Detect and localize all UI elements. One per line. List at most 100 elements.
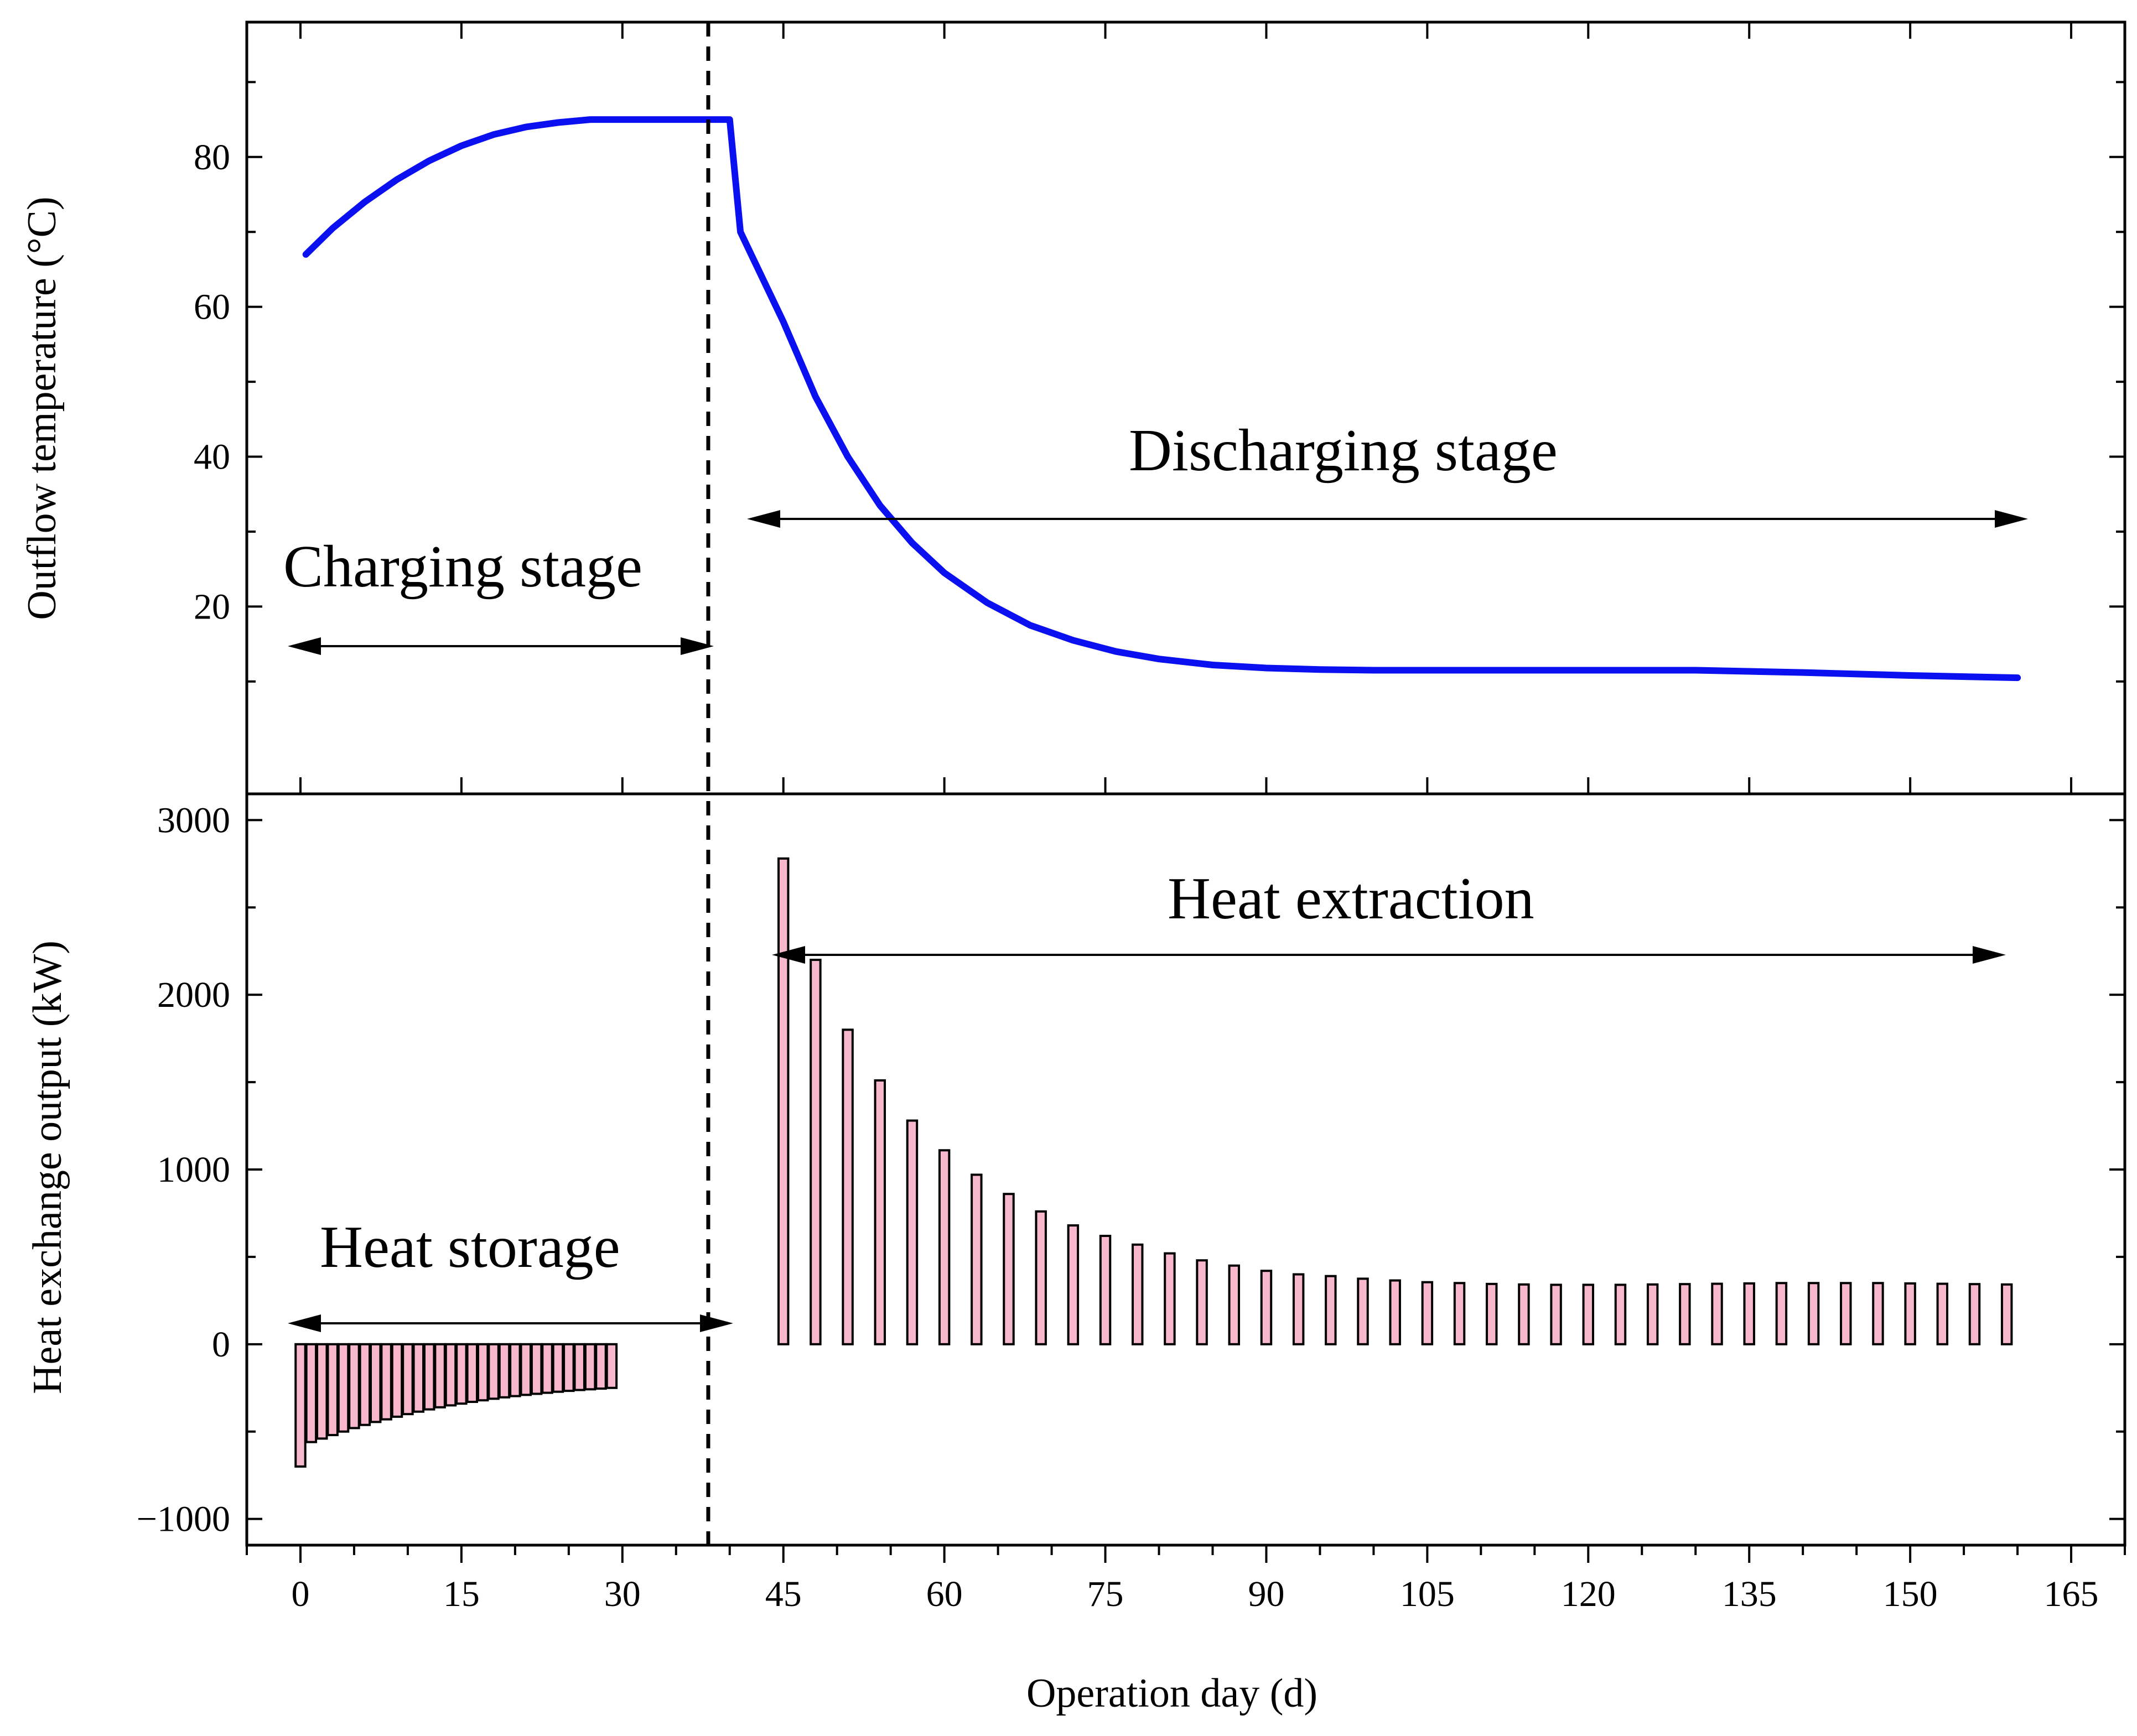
top-y-axis-title: Outflow temperature (°C) xyxy=(19,196,65,620)
storage-bar xyxy=(573,1343,585,1391)
x-tick-label: 0 xyxy=(291,1574,309,1614)
extraction-bar xyxy=(1099,1235,1112,1345)
top-y-ticks: 20 40 60 80 xyxy=(194,81,2125,683)
storage-bar xyxy=(423,1343,435,1411)
extraction-bar xyxy=(1968,1283,1981,1345)
x-tick-label: 165 xyxy=(2044,1574,2099,1614)
extraction-bar xyxy=(1550,1283,1562,1345)
x-tick-label: 135 xyxy=(1722,1574,1777,1614)
extraction-bar xyxy=(1067,1224,1080,1345)
x-tick-label: 120 xyxy=(1561,1574,1616,1614)
extraction-bar xyxy=(1904,1282,1916,1345)
extraction-bar xyxy=(1614,1283,1627,1345)
storage-bar xyxy=(541,1343,553,1394)
bottom-y-axis-title: Heat exchange output (kW) xyxy=(25,940,70,1394)
x-tick-label: 75 xyxy=(1087,1574,1124,1614)
discharging-stage-arrow xyxy=(747,510,2028,528)
top-y-tick-label: 20 xyxy=(194,586,230,627)
storage-bar xyxy=(487,1343,500,1400)
extraction-bar xyxy=(1453,1282,1466,1345)
bottom-y-tick-label: 0 xyxy=(212,1324,230,1365)
top-y-tick-label: 60 xyxy=(194,287,230,328)
extraction-bar xyxy=(1807,1282,1820,1345)
extraction-bar xyxy=(1228,1264,1241,1345)
bottom-y-tick-label: 3000 xyxy=(157,800,230,840)
x-axis-title: Operation day (d) xyxy=(1026,1671,1318,1716)
x-axis-ticks: 0 15 30 45 60 75 90 105 120 135 150 165 xyxy=(246,22,2126,1614)
storage-bar xyxy=(412,1343,425,1413)
bottom-y-ticks: −1000 0 1000 2000 3000 xyxy=(137,800,2125,1540)
x-tick-label: 30 xyxy=(604,1574,641,1614)
x-tick-label: 60 xyxy=(926,1574,963,1614)
extraction-bar xyxy=(1357,1277,1369,1345)
storage-bar xyxy=(455,1343,468,1405)
extraction-bar xyxy=(1582,1283,1595,1345)
extraction-bar xyxy=(1421,1281,1434,1345)
storage-bar xyxy=(434,1343,446,1408)
extraction-bar xyxy=(1325,1275,1337,1345)
bottom-y-tick-label: −1000 xyxy=(137,1499,230,1540)
extraction-bar xyxy=(1389,1279,1401,1345)
storage-bar xyxy=(391,1343,403,1418)
storage-bar xyxy=(359,1343,371,1426)
storage-bar xyxy=(348,1343,360,1430)
storage-bar xyxy=(509,1343,521,1397)
extraction-bar xyxy=(971,1173,983,1345)
extraction-bar xyxy=(1486,1282,1498,1345)
heat-storage-arrow xyxy=(288,1314,733,1332)
x-tick-label: 150 xyxy=(1883,1574,1938,1614)
extraction-bar xyxy=(1679,1283,1691,1345)
bottom-y-tick-label: 1000 xyxy=(157,1150,230,1190)
extraction-bar xyxy=(1035,1210,1047,1345)
x-tick-label: 90 xyxy=(1248,1574,1284,1614)
charging-stage-label: Charging stage xyxy=(283,534,642,600)
storage-bar xyxy=(520,1343,532,1396)
storage-bar xyxy=(380,1343,392,1421)
extraction-bar xyxy=(1743,1282,1755,1345)
extraction-bar xyxy=(2000,1283,2013,1345)
top-y-tick-label: 40 xyxy=(194,437,230,477)
storage-bar xyxy=(605,1343,618,1389)
storage-bar xyxy=(444,1343,457,1407)
extraction-bar xyxy=(906,1119,919,1345)
heat-storage-bars xyxy=(294,1343,618,1468)
extraction-bar xyxy=(810,959,822,1345)
storage-bar xyxy=(294,1343,307,1468)
extraction-bar xyxy=(1518,1283,1530,1345)
extraction-bar xyxy=(1711,1282,1723,1345)
extraction-bar xyxy=(1260,1270,1273,1345)
extraction-bar xyxy=(1003,1193,1015,1345)
extraction-bar xyxy=(777,857,790,1345)
extraction-bar xyxy=(1840,1282,1852,1345)
storage-bar xyxy=(584,1343,597,1391)
extraction-bar xyxy=(1646,1283,1659,1345)
charging-stage-arrow xyxy=(288,637,714,655)
discharging-stage-label: Discharging stage xyxy=(1129,418,1558,484)
storage-bar xyxy=(563,1343,575,1392)
storage-bar xyxy=(305,1343,318,1443)
extraction-bar xyxy=(1131,1243,1144,1345)
extraction-bar xyxy=(1164,1252,1176,1345)
outflow-temperature-line xyxy=(302,116,2021,682)
storage-bar xyxy=(466,1343,479,1404)
extraction-bar xyxy=(1775,1282,1788,1345)
storage-bar xyxy=(476,1343,489,1402)
storage-bar xyxy=(402,1343,414,1416)
extraction-bar xyxy=(842,1028,854,1345)
storage-bar xyxy=(337,1343,350,1433)
top-panel-frame xyxy=(245,20,2126,796)
extraction-bar xyxy=(1936,1282,1949,1345)
extraction-bar xyxy=(1872,1282,1884,1345)
heat-extraction-bars xyxy=(777,857,2013,1345)
x-tick-label: 105 xyxy=(1400,1574,1455,1614)
extraction-bar xyxy=(874,1079,886,1345)
extraction-bar xyxy=(938,1149,951,1345)
heat-extraction-arrow xyxy=(772,946,2006,964)
storage-bar xyxy=(595,1343,607,1390)
storage-bar xyxy=(326,1343,339,1437)
storage-bar xyxy=(530,1343,543,1395)
extraction-bar xyxy=(1292,1273,1305,1345)
storage-bar xyxy=(370,1343,382,1423)
storage-bar xyxy=(498,1343,511,1399)
